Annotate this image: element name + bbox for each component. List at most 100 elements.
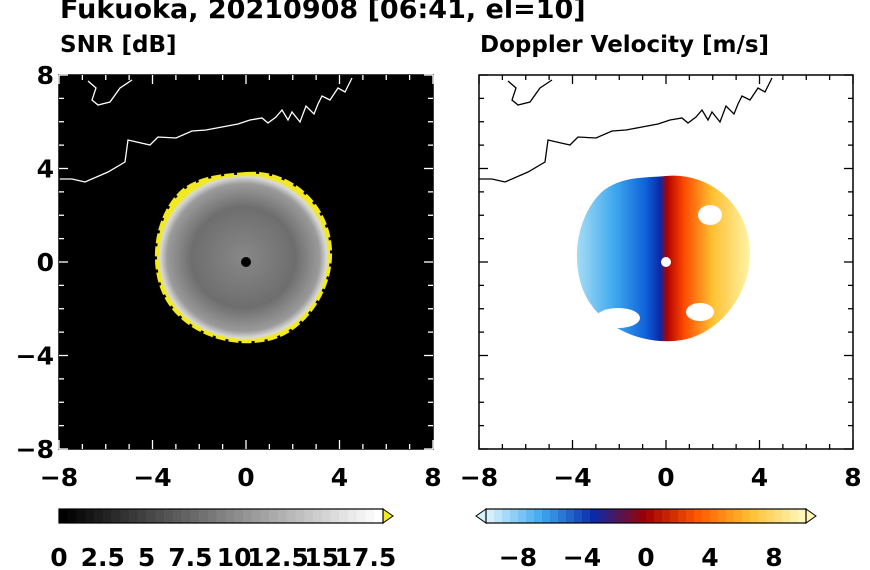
doppler-colorbar-segment: [686, 509, 695, 523]
snr-colorbar-label: 10: [217, 543, 252, 570]
doppler-colorbar-segment: [638, 509, 647, 523]
y-tick-label: 0: [37, 248, 54, 277]
doppler-colorbar-segment: [590, 509, 599, 523]
snr-colorbar-segment: [312, 509, 323, 523]
snr-colorbar-segment: [277, 509, 287, 523]
snr-colorbar-segment: [85, 509, 95, 523]
doppler-colorbar-segment: [734, 509, 743, 523]
doppler-gap-2: [686, 303, 714, 321]
doppler-colorbar-label: −4: [563, 543, 601, 570]
snr-colorbar-label: 12.5: [247, 543, 309, 570]
y-tick-label: 8: [37, 61, 54, 90]
snr-colorbar-frame: [58, 508, 384, 524]
snr-colorbar-segment: [67, 509, 77, 523]
doppler-colorbar-segment: [486, 509, 495, 523]
snr-colorbar-segment: [225, 509, 235, 523]
snr-colorbar-label: 2.5: [81, 543, 125, 570]
doppler-colorbar-segment: [518, 509, 527, 523]
snr-colorbar-segment: [216, 509, 226, 523]
snr-colorbar-segment: [330, 509, 340, 523]
snr-echo-rim: [155, 171, 333, 344]
snr-colorbar-segment: [260, 509, 270, 523]
doppler-colorbar-segment: [582, 509, 591, 523]
doppler-colorbar-extend-min: [475, 508, 487, 524]
snr-colorbar-label: 17.5: [335, 543, 397, 570]
snr-colorbar-segment: [374, 509, 384, 523]
snr-colorbar-segment: [59, 509, 69, 523]
doppler-gap-1: [596, 308, 640, 328]
doppler-colorbar-label: 0: [637, 543, 654, 570]
snr-colorbar-segment: [295, 509, 305, 523]
doppler-colorbar-segment: [678, 509, 687, 523]
x-tick-label: 8: [424, 463, 441, 492]
snr-colorbar-extend: [382, 508, 394, 524]
snr-colorbar-segment: [129, 509, 139, 523]
doppler-colorbar-segment: [662, 509, 671, 523]
doppler-colorbar-segment: [670, 509, 679, 523]
doppler-colorbar-segment: [766, 509, 775, 523]
snr-panel-title: SNR [dB]: [60, 32, 177, 58]
snr-colorbar-segment: [102, 509, 112, 523]
snr-colorbar-label: 15: [304, 543, 339, 570]
snr-colorbar-segment: [172, 509, 182, 523]
snr-colorbar-segment: [190, 509, 200, 523]
doppler-colorbar-label: 8: [765, 543, 782, 570]
snr-colorbar-segment: [120, 509, 130, 523]
x-tick-label: 0: [237, 463, 254, 492]
doppler-colorbar-segment: [598, 509, 607, 523]
snr-colorbar-segment: [356, 509, 366, 523]
doppler-colorbar-segment: [622, 509, 631, 523]
doppler-colorbar-segment: [702, 509, 711, 523]
doppler-colorbar-segment: [710, 509, 719, 523]
x-tick-label: 8: [844, 463, 861, 492]
x-tick-label: 0: [657, 463, 674, 492]
snr-colorbar-segment: [339, 509, 349, 523]
x-tick-label: −4: [133, 463, 171, 492]
snr-colorbar-label: 5: [138, 543, 155, 570]
snr-colorbar-segment: [76, 509, 86, 523]
doppler-colorbar-segment: [750, 509, 759, 523]
snr-colorbar-segment: [181, 509, 191, 523]
snr-echo-region: [156, 173, 331, 342]
snr-colorbar-segment: [164, 509, 174, 523]
snr-colorbar-segment: [137, 509, 147, 523]
doppler-colorbar-segment: [614, 509, 623, 523]
doppler-colorbar-segment: [550, 509, 559, 523]
x-tick-label: 4: [331, 463, 348, 492]
doppler-panel-title: Doppler Velocity [m/s]: [480, 32, 770, 58]
doppler-colorbar-segment: [718, 509, 727, 523]
doppler-radar-site: [661, 257, 671, 267]
snr-coastline: [59, 77, 353, 183]
snr-colorbar-segment: [286, 509, 296, 523]
doppler-colorbar-frame: [485, 508, 807, 524]
doppler-colorbar-segment: [574, 509, 583, 523]
snr-colorbar-segment: [321, 509, 331, 523]
doppler-colorbar-segment: [758, 509, 767, 523]
doppler-colorbar-segment: [526, 509, 535, 523]
doppler-colorbar-segment: [502, 509, 511, 523]
y-tick-label: −4: [16, 342, 54, 371]
snr-colorbar-segment: [269, 509, 279, 523]
doppler-colorbar-segment: [654, 509, 663, 523]
doppler-colorbar-segment: [606, 509, 615, 523]
doppler-colorbar-segment: [558, 509, 567, 523]
doppler-colorbar-segment: [790, 509, 799, 523]
x-tick-label: 4: [751, 463, 768, 492]
doppler-colorbar-segment: [566, 509, 575, 523]
snr-colorbar-label: 0: [50, 543, 67, 570]
doppler-colorbar-label: 4: [701, 543, 718, 570]
snr-colorbar-segment: [365, 509, 375, 523]
snr-radar-site: [241, 257, 251, 267]
doppler-colorbar-segment: [630, 509, 639, 523]
snr-colorbar-segment: [242, 509, 252, 523]
snr-colorbar-segment: [199, 509, 209, 523]
doppler-colorbar-segment: [534, 509, 543, 523]
doppler-colorbar-segment: [782, 509, 791, 523]
doppler-coastline: [479, 77, 773, 183]
doppler-colorbar-segment: [646, 509, 655, 523]
snr-colorbar-segment: [146, 509, 156, 523]
doppler-colorbar-segment: [494, 509, 503, 523]
snr-colorbar-segment: [347, 509, 358, 523]
snr-colorbar-segment: [94, 509, 104, 523]
